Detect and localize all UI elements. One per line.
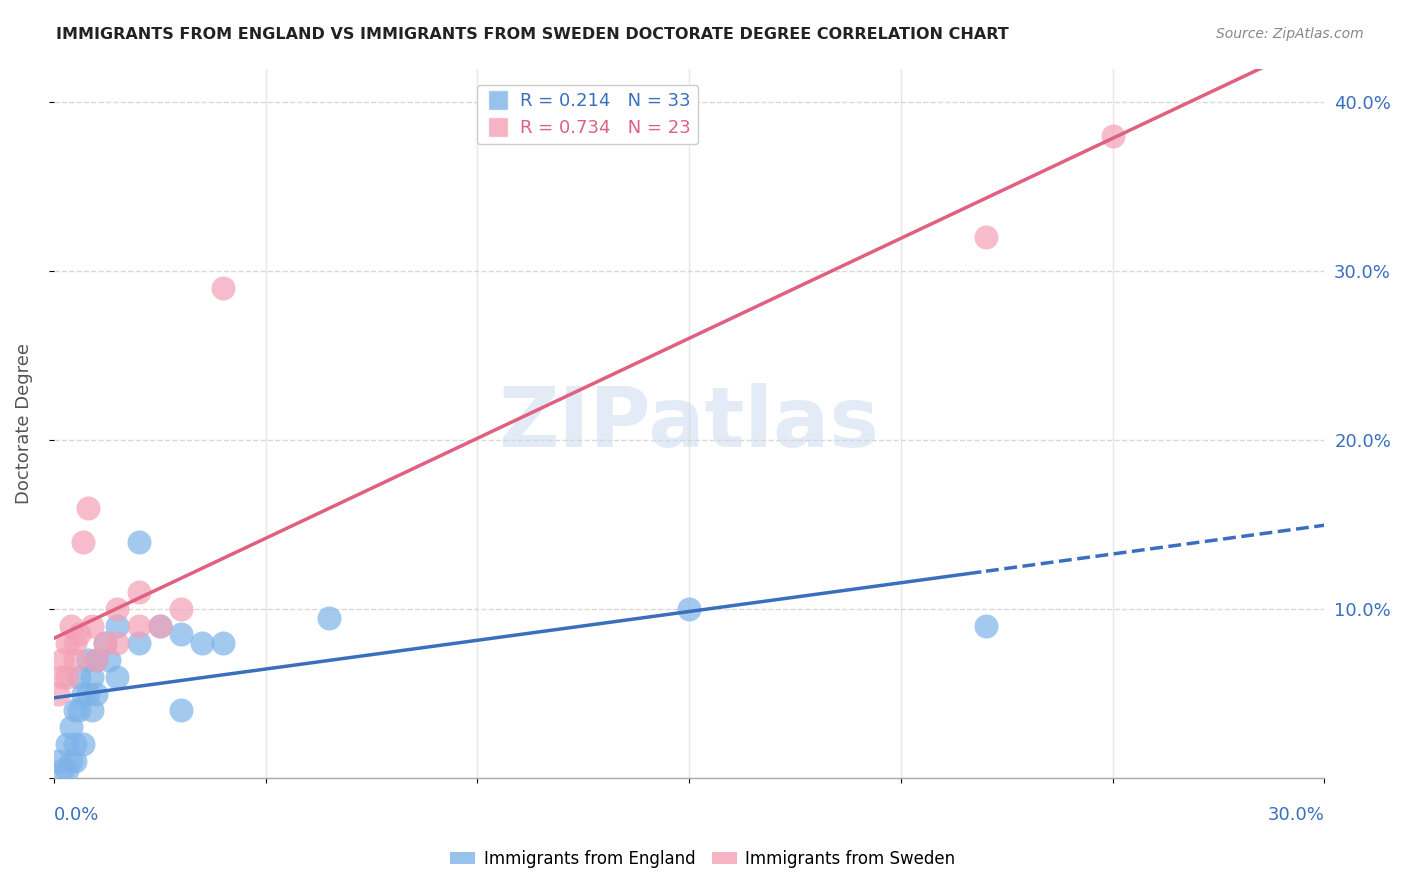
Point [76, 653, 98, 667]
Text: Source: ZipAtlas.com: Source: ZipAtlas.com [1216, 27, 1364, 41]
Point [55, 763, 77, 777]
Point [55, 670, 77, 684]
Point [97, 653, 120, 667]
Point [191, 636, 214, 650]
Point [63, 754, 86, 768]
Point [67, 703, 90, 717]
Point [149, 619, 172, 633]
Point [128, 534, 150, 549]
Point [72, 737, 94, 751]
Point [76, 500, 98, 515]
Point [55, 737, 77, 751]
Point [51, 670, 73, 684]
Point [318, 610, 340, 624]
Point [974, 619, 997, 633]
Point [128, 619, 150, 633]
Point [72, 687, 94, 701]
Text: 0.0%: 0.0% [53, 806, 100, 824]
Text: IMMIGRANTS FROM ENGLAND VS IMMIGRANTS FROM SWEDEN DOCTORATE DEGREE CORRELATION C: IMMIGRANTS FROM ENGLAND VS IMMIGRANTS FR… [56, 27, 1010, 42]
Point [678, 602, 700, 616]
Y-axis label: Doctorate Degree: Doctorate Degree [15, 343, 32, 504]
Point [105, 670, 128, 684]
Text: 30.0%: 30.0% [1268, 806, 1324, 824]
Text: ZIPatlas: ZIPatlas [499, 383, 880, 464]
Point [67, 670, 90, 684]
Point [93, 636, 115, 650]
Point [63, 653, 86, 667]
Point [59, 754, 82, 768]
Point [93, 636, 115, 650]
Point [105, 602, 128, 616]
Legend: Immigrants from England, Immigrants from Sweden: Immigrants from England, Immigrants from… [444, 844, 962, 875]
Point [212, 636, 235, 650]
Point [105, 636, 128, 650]
Point [149, 619, 172, 633]
Point [55, 636, 77, 650]
Point [67, 627, 90, 641]
Point [63, 737, 86, 751]
Point [72, 534, 94, 549]
Point [59, 619, 82, 633]
Point [46, 754, 69, 768]
Point [80, 670, 103, 684]
Point [59, 720, 82, 734]
Point [80, 703, 103, 717]
Point [51, 653, 73, 667]
Point [63, 636, 86, 650]
Point [84, 653, 107, 667]
Point [105, 619, 128, 633]
Point [212, 281, 235, 295]
Point [84, 653, 107, 667]
Point [46, 687, 69, 701]
Point [170, 627, 193, 641]
Legend: R = 0.214   N = 33, R = 0.734   N = 23: R = 0.214 N = 33, R = 0.734 N = 23 [477, 85, 699, 145]
Point [128, 585, 150, 599]
Point [51, 763, 73, 777]
Point [80, 619, 103, 633]
Point [63, 703, 86, 717]
Point [1101, 129, 1123, 144]
Point [76, 687, 98, 701]
Point [170, 602, 193, 616]
Point [170, 703, 193, 717]
Point [84, 687, 107, 701]
Point [974, 230, 997, 244]
Point [128, 636, 150, 650]
